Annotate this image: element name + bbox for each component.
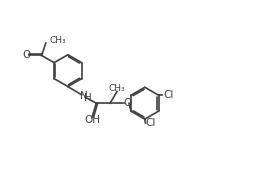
Text: CH₃: CH₃: [50, 36, 66, 45]
Text: N: N: [80, 91, 88, 101]
Text: OH: OH: [84, 115, 100, 125]
Text: O: O: [123, 98, 131, 108]
Text: CH₃: CH₃: [109, 84, 125, 93]
Text: H: H: [84, 93, 92, 103]
Text: Cl: Cl: [146, 118, 156, 128]
Text: Cl: Cl: [163, 90, 173, 100]
Text: O: O: [22, 51, 30, 61]
